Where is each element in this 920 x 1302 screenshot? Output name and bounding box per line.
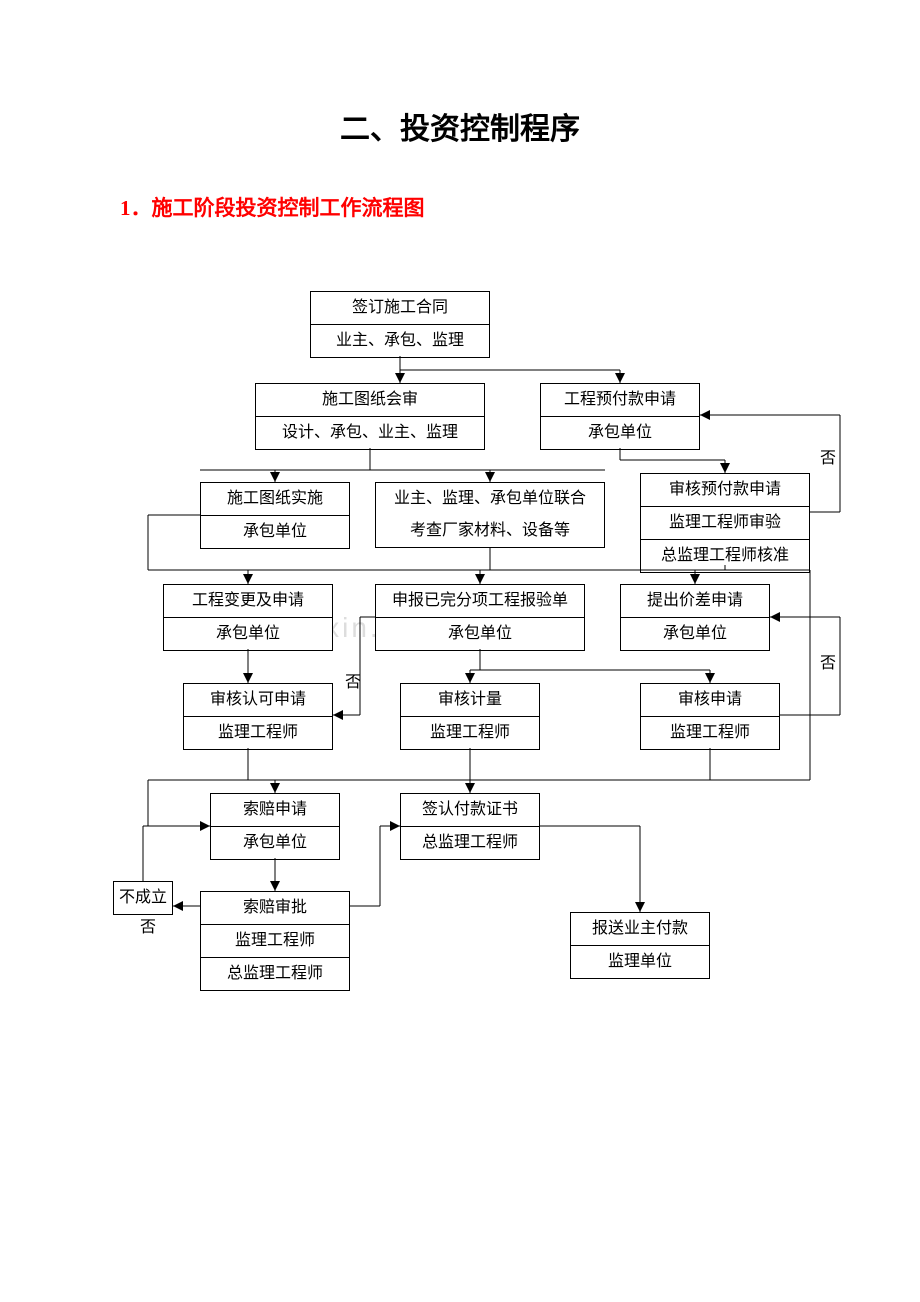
flow-node-n16-row: 监理单位 bbox=[571, 946, 709, 978]
flow-node-n17: 不成立 bbox=[113, 881, 173, 915]
flow-node-n9-row: 提出价差申请 bbox=[621, 585, 769, 618]
flow-node-n9: 提出价差申请承包单位 bbox=[620, 584, 770, 651]
flow-node-n1-row: 签订施工合同 bbox=[311, 292, 489, 325]
flow-node-n7-row: 工程变更及申请 bbox=[164, 585, 332, 618]
flow-node-n10-row: 监理工程师 bbox=[184, 717, 332, 749]
flow-node-n5-row: 业主、监理、承包单位联合 bbox=[376, 483, 604, 515]
edge-label-l2: 否 bbox=[820, 649, 836, 673]
edge-label-l1: 否 bbox=[820, 444, 836, 468]
flow-node-n10-row: 审核认可申请 bbox=[184, 684, 332, 717]
flow-node-n4: 施工图纸实施承包单位 bbox=[200, 482, 350, 549]
flow-node-n5: 业主、监理、承包单位联合考查厂家材料、设备等 bbox=[375, 482, 605, 548]
flow-node-n14-row: 总监理工程师 bbox=[401, 827, 539, 859]
flow-node-n8-row: 承包单位 bbox=[376, 618, 584, 650]
flow-node-n1-row: 业主、承包、监理 bbox=[311, 325, 489, 357]
flow-node-n12-row: 监理工程师 bbox=[641, 717, 779, 749]
section-subtitle: 1．施工阶段投资控制工作流程图 bbox=[120, 192, 425, 222]
flow-node-n15-row: 监理工程师 bbox=[201, 925, 349, 958]
flow-node-n1: 签订施工合同业主、承包、监理 bbox=[310, 291, 490, 358]
flow-node-n3: 工程预付款申请承包单位 bbox=[540, 383, 700, 450]
flow-node-n17-row: 不成立 bbox=[114, 882, 172, 914]
flow-node-n6-row: 审核预付款申请 bbox=[641, 474, 809, 507]
flow-node-n7-row: 承包单位 bbox=[164, 618, 332, 650]
flow-node-n9-row: 承包单位 bbox=[621, 618, 769, 650]
flow-node-n11-row: 审核计量 bbox=[401, 684, 539, 717]
flow-node-n14: 签认付款证书总监理工程师 bbox=[400, 793, 540, 860]
flow-node-n13-row: 承包单位 bbox=[211, 827, 339, 859]
flow-node-n8-row: 申报已完分项工程报验单 bbox=[376, 585, 584, 618]
flow-node-n6-row: 监理工程师审验 bbox=[641, 507, 809, 540]
page-title: 二、投资控制程序 bbox=[0, 104, 920, 148]
edge-label-l4: 否 bbox=[140, 913, 156, 937]
flow-node-n15-row: 索赔审批 bbox=[201, 892, 349, 925]
flow-node-n13: 索赔申请承包单位 bbox=[210, 793, 340, 860]
flow-node-n4-row: 施工图纸实施 bbox=[201, 483, 349, 516]
flow-node-n10: 审核认可申请监理工程师 bbox=[183, 683, 333, 750]
flow-node-n2-row: 设计、承包、业主、监理 bbox=[256, 417, 484, 449]
flow-node-n16-row: 报送业主付款 bbox=[571, 913, 709, 946]
flow-node-n13-row: 索赔申请 bbox=[211, 794, 339, 827]
flow-node-n6: 审核预付款申请监理工程师审验总监理工程师核准 bbox=[640, 473, 810, 573]
flow-node-n12: 审核申请监理工程师 bbox=[640, 683, 780, 750]
flow-node-n4-row: 承包单位 bbox=[201, 516, 349, 548]
flow-node-n14-row: 签认付款证书 bbox=[401, 794, 539, 827]
flow-node-n3-row: 承包单位 bbox=[541, 417, 699, 449]
flow-node-n2: 施工图纸会审设计、承包、业主、监理 bbox=[255, 383, 485, 450]
flow-node-n15: 索赔审批监理工程师总监理工程师 bbox=[200, 891, 350, 991]
flow-node-n2-row: 施工图纸会审 bbox=[256, 384, 484, 417]
flow-node-n5-row: 考查厂家材料、设备等 bbox=[376, 515, 604, 547]
flow-node-n11-row: 监理工程师 bbox=[401, 717, 539, 749]
flow-node-n7: 工程变更及申请承包单位 bbox=[163, 584, 333, 651]
flow-node-n16: 报送业主付款监理单位 bbox=[570, 912, 710, 979]
edge-label-l3: 否 bbox=[345, 668, 361, 692]
flow-node-n8: 申报已完分项工程报验单承包单位 bbox=[375, 584, 585, 651]
flow-node-n3-row: 工程预付款申请 bbox=[541, 384, 699, 417]
flow-node-n15-row: 总监理工程师 bbox=[201, 958, 349, 990]
flow-node-n11: 审核计量监理工程师 bbox=[400, 683, 540, 750]
flow-node-n12-row: 审核申请 bbox=[641, 684, 779, 717]
flow-node-n6-row: 总监理工程师核准 bbox=[641, 540, 809, 572]
